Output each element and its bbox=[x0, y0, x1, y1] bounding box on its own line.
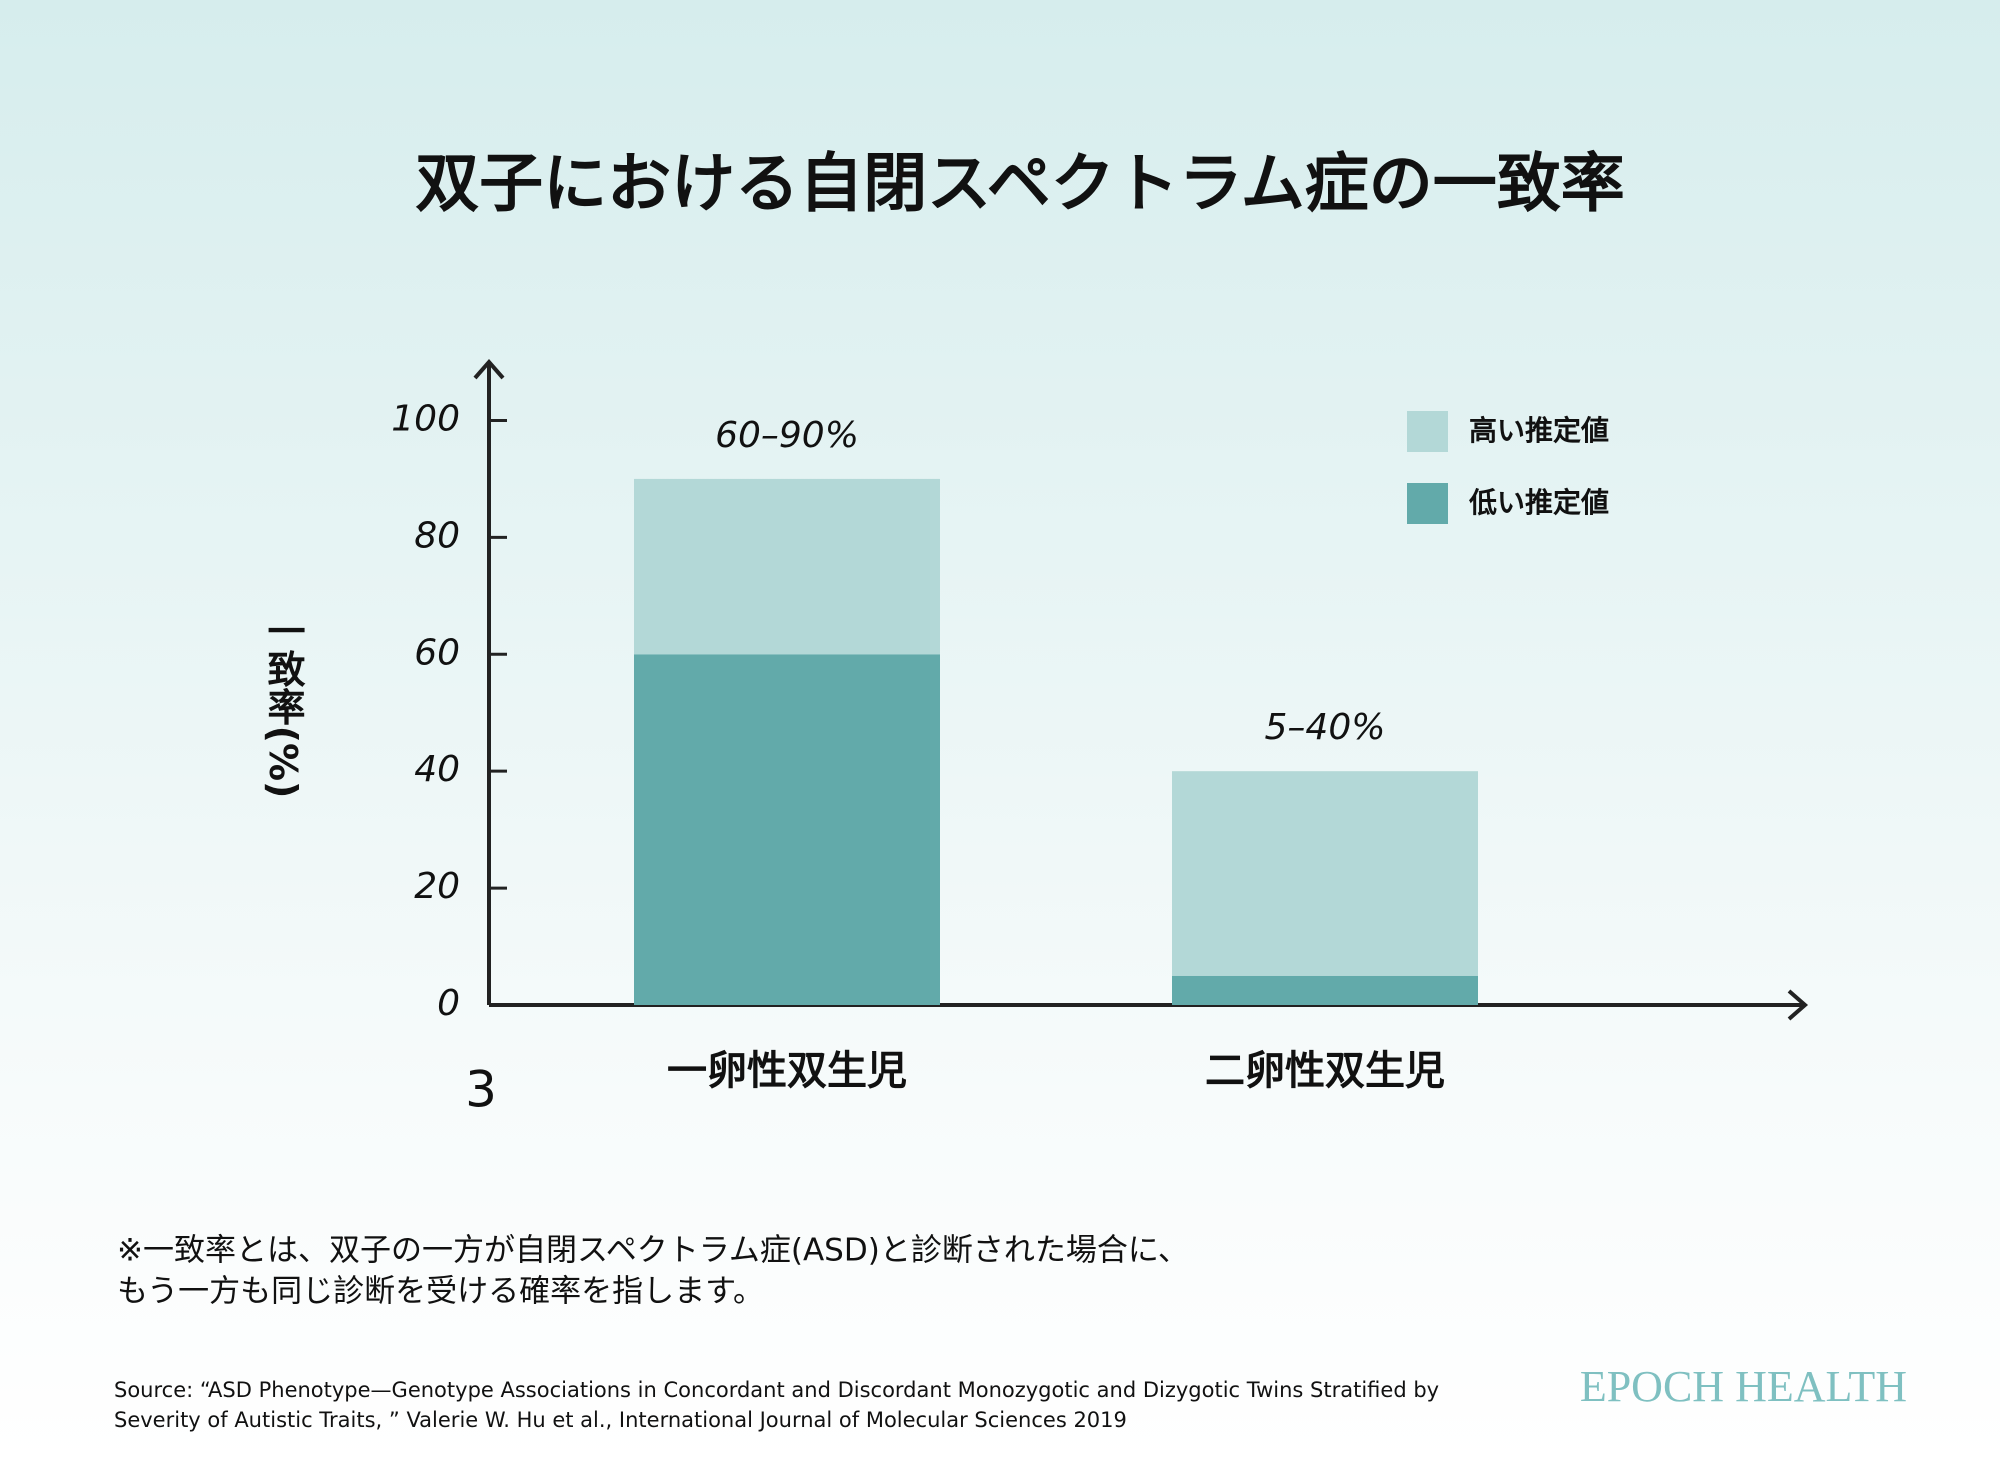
bar-segment bbox=[1172, 771, 1478, 976]
x-axis-arrow bbox=[1787, 989, 1809, 1021]
y-tick-label: 20 bbox=[414, 866, 460, 907]
x-tick-label: 一卵性双生児 bbox=[667, 1048, 907, 1094]
range-label: 60–90% bbox=[715, 415, 859, 456]
y-axis-label: 一致率(%) bbox=[261, 612, 305, 799]
legend-label: 低い推定値 bbox=[1468, 486, 1609, 519]
source-line: Severity of Autistic Traits, ” Valerie W… bbox=[114, 1408, 1127, 1432]
x-tick-label: 二卵性双生児 bbox=[1205, 1048, 1445, 1094]
bar-segment bbox=[634, 478, 940, 655]
y-tick-label: 60 bbox=[414, 632, 460, 673]
y-tick-label: 40 bbox=[414, 749, 460, 790]
note-line: もう一方も同じ診断を受ける確率を指します。 bbox=[117, 1274, 764, 1310]
note-line: ※一致率とは、双子の一方が自閉スペクトラム症(ASD)と診断された場合に、 bbox=[117, 1233, 1189, 1269]
y-axis-arrow bbox=[473, 358, 505, 380]
y-tick-label: 100 bbox=[391, 398, 460, 439]
legend-swatch bbox=[1407, 411, 1448, 452]
brand: EPOCH HEALTH bbox=[1580, 1362, 1907, 1411]
stray-text: 3 bbox=[465, 1061, 497, 1119]
bar-segment bbox=[1172, 975, 1478, 1005]
y-tick-label: 80 bbox=[414, 515, 460, 556]
y-tick-label: 0 bbox=[437, 983, 460, 1024]
chart-title: 双子における自閉スペクトラム症の一致率 bbox=[415, 148, 1625, 222]
range-label: 5–40% bbox=[1265, 707, 1386, 748]
legend-swatch bbox=[1407, 483, 1448, 524]
source-line: Source: “ASD Phenotype—Genotype Associat… bbox=[114, 1378, 1439, 1402]
bar-segment bbox=[634, 654, 940, 1005]
legend-label: 高い推定値 bbox=[1469, 414, 1609, 447]
